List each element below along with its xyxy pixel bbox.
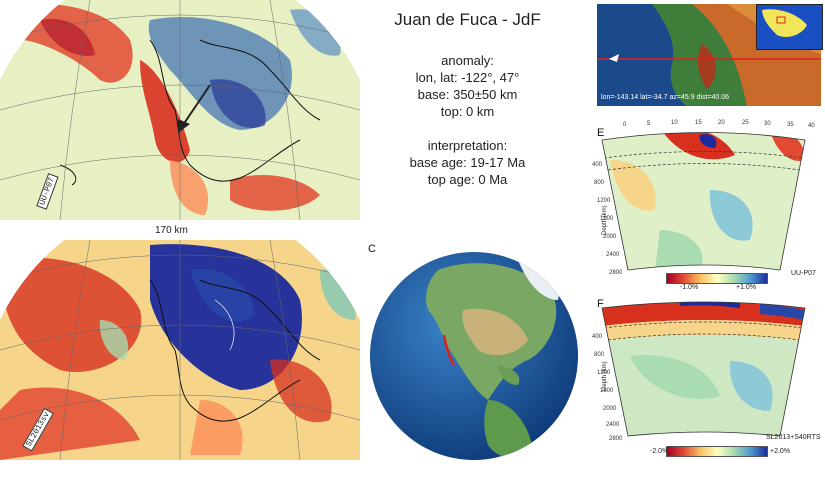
interpretation-base-age: base age: 19-17 Ma [409, 155, 526, 170]
cross-section-f-svg [601, 301, 806, 437]
colorbar-f-max: +2.0% [770, 448, 791, 455]
e-top-tick-5: 25 [742, 120, 749, 126]
e-depth-label: Depth (km) [602, 205, 608, 235]
colorbar-e-max: +1.0% [736, 284, 757, 291]
e-top-tick-2: 10 [671, 120, 678, 126]
cross-section-e-model: UU-P07 [791, 270, 816, 277]
anomaly-heading: anomaly: [441, 53, 494, 68]
colorbar-e [666, 273, 768, 284]
f-depth-tick-3: 1600 [600, 388, 614, 394]
anomaly-top: top: 0 km [440, 104, 495, 119]
tomography-map-b [0, 240, 360, 460]
colorbar-f [666, 446, 768, 457]
map-a-svg [0, 0, 360, 220]
e-top-tick-1: 5 [647, 121, 651, 127]
f-depth-tick-4: 2000 [603, 406, 617, 412]
e-top-tick-0: 0 [623, 122, 627, 128]
e-top-tick-3: 15 [695, 120, 702, 126]
f-depth-tick-0: 400 [592, 334, 603, 340]
globe [368, 250, 580, 462]
panel-letter-e: E [597, 127, 605, 139]
panel-letter-c: C [368, 243, 376, 255]
anomaly-base: base: 350±50 km [417, 87, 518, 102]
anomaly-outline [442, 334, 456, 366]
anomaly-lonlat: lon, lat: -122°, 47° [415, 70, 520, 85]
section-coordinates: lon=-143.14 lat=-34.7 az=45.9 dist=40.06 [601, 94, 730, 101]
page-title: Juan de Fuca - JdF [394, 10, 541, 29]
e-depth-tick-2: 1200 [597, 198, 611, 204]
e-top-tick-7: 35 [787, 122, 794, 128]
anomaly-info: Juan de Fuca - JdF anomaly: lon, lat: -1… [385, 10, 550, 188]
inset-map [756, 4, 823, 50]
inset-map-svg [762, 9, 807, 37]
f-depth-tick-1: 800 [594, 352, 605, 358]
e-top-tick-4: 20 [718, 120, 725, 126]
f-depth-label: Depth (km) [602, 361, 608, 391]
f-depth-tick-5: 2400 [606, 422, 620, 428]
e-depth-tick-1: 800 [594, 180, 605, 186]
e-depth-tick-6: 2800 [609, 270, 623, 276]
anomaly-arrow-icon [178, 119, 190, 133]
cross-section-e: 0 5 10 15 20 25 30 35 40 400 800 1200 16… [592, 120, 825, 288]
f-depth-tick-6: 2800 [609, 436, 623, 442]
interpretation-top-age: top age: 0 Ma [427, 172, 508, 187]
e-top-tick-6: 30 [764, 121, 771, 127]
tomography-map-a [0, 0, 360, 220]
globe-svg [370, 252, 578, 460]
cross-section-e-svg [601, 132, 806, 271]
f-depth-tick-2: 1200 [597, 370, 611, 376]
e-depth-tick-3: 1600 [600, 216, 614, 222]
colorbar-e-min: -1.0% [680, 284, 699, 291]
scale-label: 170 km [155, 225, 188, 236]
map-b-svg [0, 240, 360, 460]
section-start-icon [609, 54, 619, 62]
colorbar-f-min: -2.0% [650, 448, 669, 455]
e-depth-tick-0: 400 [592, 162, 603, 168]
cross-section-f-model: SL2013+S40RTS [766, 434, 821, 441]
interpretation-heading: interpretation: [427, 138, 508, 153]
e-depth-tick-5: 2400 [606, 252, 620, 258]
e-depth-tick-4: 2000 [603, 234, 617, 240]
panel-letter-f: F [597, 298, 604, 310]
cross-section-f: 400 800 1200 1600 2000 2400 2800 Depth (… [592, 296, 825, 444]
e-top-tick-8: 40 [808, 123, 815, 129]
